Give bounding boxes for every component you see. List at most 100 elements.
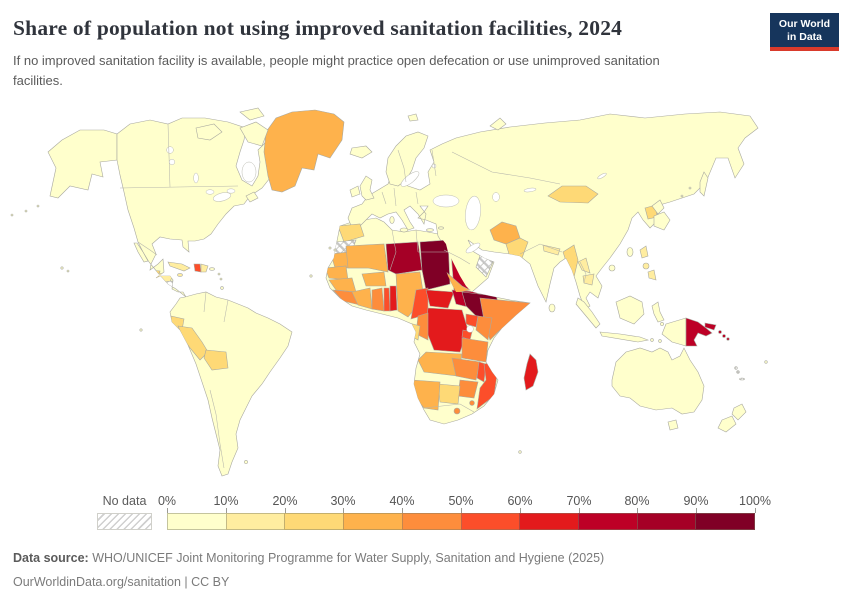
island-canaries[interactable] (333, 248, 337, 252)
island-kurils[interactable] (688, 186, 692, 190)
island-falklands[interactable] (244, 460, 248, 464)
country-uganda[interactable] (465, 313, 479, 328)
country-central-african-republic[interactable] (425, 289, 455, 309)
region-south-america[interactable] (169, 291, 293, 477)
legend-bucket-30-40[interactable] (343, 513, 403, 530)
island-lesser-antilles[interactable] (219, 277, 223, 281)
country-taiwan[interactable] (626, 247, 634, 257)
country-bolivia[interactable] (203, 349, 229, 371)
island-sicily[interactable] (399, 227, 409, 233)
country-trinidad[interactable] (220, 286, 224, 290)
country-eswatini[interactable] (469, 400, 475, 406)
country-haiti[interactable] (193, 263, 202, 273)
island-lesser-antilles[interactable] (217, 272, 221, 276)
island-sulawesi[interactable] (651, 301, 665, 323)
country-cape-verde[interactable] (309, 274, 313, 278)
island-aleutians[interactable] (24, 209, 28, 213)
legend-bucket-50-60[interactable] (460, 513, 521, 530)
license-text[interactable]: OurWorldinData.org/sanitation | CC BY (13, 575, 230, 589)
island-hainan[interactable] (608, 264, 616, 272)
island-borneo[interactable] (615, 295, 645, 325)
island-moluccas[interactable] (660, 322, 664, 326)
island-tasmania[interactable] (667, 419, 679, 431)
country-laos[interactable] (577, 257, 591, 274)
owid-logo[interactable]: Our World in Data (770, 13, 839, 51)
country-alaska[interactable] (47, 129, 118, 199)
country-nepal[interactable] (542, 244, 561, 256)
island-lesser-sunda[interactable] (650, 338, 654, 342)
country-greenland[interactable] (263, 109, 345, 193)
country-burkina-faso[interactable] (361, 271, 387, 287)
country-sri-lanka[interactable] (548, 303, 556, 313)
africa-country-patches[interactable] (325, 223, 530, 415)
island-ellesmere[interactable] (239, 107, 265, 121)
country-ireland[interactable] (349, 185, 361, 198)
country-fiji[interactable] (764, 360, 768, 364)
legend-bucket-80-90[interactable] (636, 513, 697, 530)
island-kurils[interactable] (680, 194, 684, 198)
country-cuba[interactable] (167, 261, 191, 272)
island-newfoundland[interactable] (245, 191, 259, 203)
country-dominican-republic[interactable] (200, 263, 209, 273)
island-sakhalin[interactable] (699, 171, 709, 197)
legend-bucket-20-30[interactable] (284, 513, 345, 530)
islands[interactable] (10, 107, 768, 464)
country-philippines-mindanao[interactable] (647, 269, 657, 281)
country-malawi[interactable] (476, 361, 487, 383)
legend-bucket-0-10[interactable] (167, 513, 227, 530)
country-jamaica[interactable] (177, 273, 183, 277)
country-madagascar[interactable] (523, 353, 539, 391)
country-zambia[interactable] (451, 357, 481, 381)
country-mali[interactable] (345, 243, 389, 273)
country-ghana[interactable] (371, 287, 385, 312)
no-data-swatch[interactable] (97, 513, 152, 530)
country-japan[interactable] (651, 199, 665, 215)
license-line[interactable]: OurWorldinData.org/sanitation | CC BY (13, 570, 604, 594)
country-namibia[interactable] (411, 379, 441, 411)
legend-bucket-60-70[interactable] (519, 513, 579, 530)
country-philippines-luzon[interactable] (639, 245, 649, 259)
region-west-papua[interactable] (661, 317, 687, 347)
country-togo[interactable] (383, 287, 391, 312)
country-kenya[interactable] (475, 315, 493, 341)
country-morocco[interactable] (337, 223, 365, 243)
map-legend[interactable]: No data 0% 10% 20% 30% 40% 50% 60% 70% 8… (0, 494, 850, 534)
north-america-country-patches[interactable] (147, 269, 174, 292)
island-canaries[interactable] (328, 246, 332, 250)
island-crete[interactable] (426, 228, 434, 232)
island-aleutians[interactable] (36, 204, 40, 208)
island-java[interactable] (599, 331, 650, 343)
island-kerguelen[interactable] (518, 450, 522, 454)
country-puerto-rico[interactable] (209, 267, 215, 271)
country-mexico-baja[interactable] (133, 242, 149, 263)
island-new-caledonia[interactable] (739, 377, 745, 381)
legend-bucket-10-20[interactable] (225, 513, 286, 530)
country-benin[interactable] (389, 285, 398, 312)
region-eurasia[interactable] (347, 111, 759, 310)
island-sumatra[interactable] (575, 297, 601, 329)
country-gabon[interactable] (406, 322, 421, 341)
island-lesser-sunda[interactable] (658, 339, 662, 343)
country-united-kingdom[interactable] (359, 175, 375, 201)
country-iceland[interactable] (349, 145, 373, 159)
legend-color-scale[interactable] (167, 513, 756, 530)
country-japan[interactable] (653, 211, 671, 231)
island-victoria[interactable] (195, 123, 223, 141)
island-galapagos[interactable] (139, 328, 143, 332)
country-solomon-islands[interactable] (718, 330, 730, 341)
country-philippines-visayas[interactable] (642, 262, 650, 270)
country-botswana[interactable] (437, 383, 461, 405)
country-mongolia[interactable] (547, 185, 599, 204)
legend-bucket-40-50[interactable] (401, 513, 462, 530)
country-new-zealand[interactable] (731, 403, 747, 421)
island-hawaii[interactable] (60, 266, 64, 270)
country-angola[interactable] (417, 351, 463, 377)
country-niger[interactable] (385, 241, 423, 275)
island-svalbard[interactable] (407, 113, 419, 122)
country-tanzania[interactable] (461, 337, 489, 363)
island-new-britain[interactable] (704, 322, 717, 331)
world-map[interactable] (0, 95, 850, 495)
legend-bucket-90-100[interactable] (695, 513, 756, 530)
country-lesotho[interactable] (453, 407, 461, 415)
island-novaya-zemlya[interactable] (489, 117, 507, 131)
